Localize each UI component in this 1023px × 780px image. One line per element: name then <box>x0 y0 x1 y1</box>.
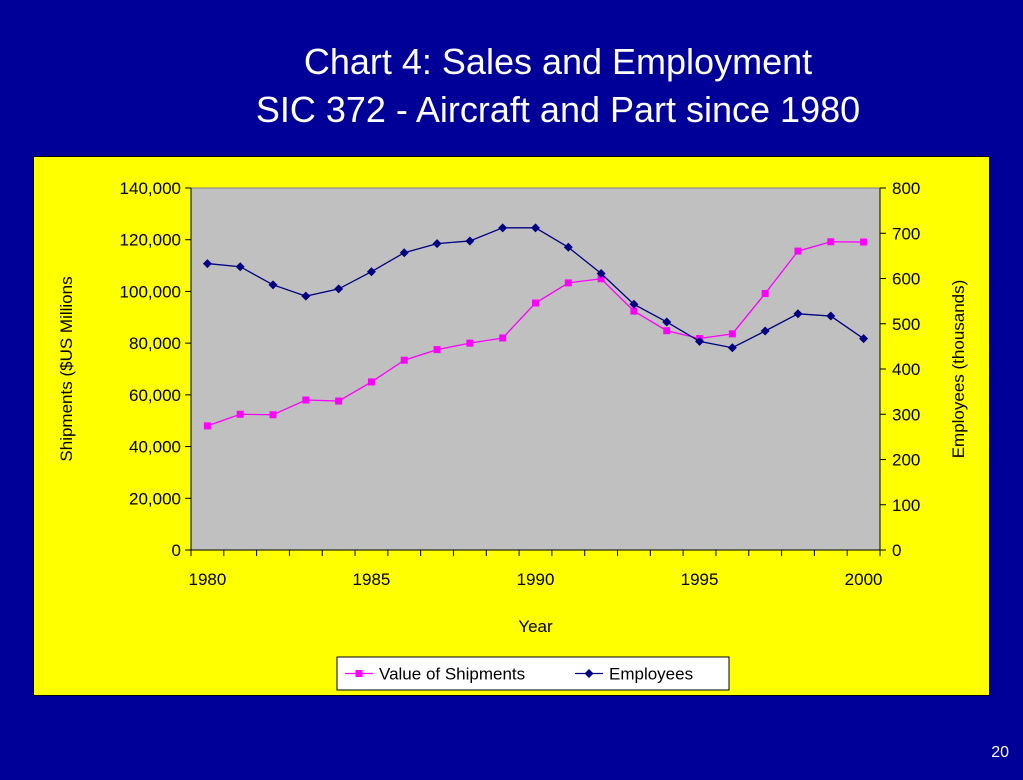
slide-title-line-2: SIC 372 - Aircraft and Part since 1980 <box>255 89 861 130</box>
series-point-employees <box>859 334 869 344</box>
series-point-employees <box>629 299 639 309</box>
legend-label-value-of-shipments: Value of Shipments <box>379 665 525 684</box>
series-point-value-of-shipments <box>400 356 408 364</box>
series-point-value-of-shipments <box>564 279 572 287</box>
series-point-employees <box>760 326 770 336</box>
series-point-value-of-shipments <box>302 396 310 404</box>
series-point-employees <box>596 269 606 279</box>
series-point-employees <box>563 242 573 252</box>
series-point-value-of-shipments <box>794 247 802 255</box>
series-point-employees <box>727 343 737 353</box>
legend-label-employees: Employees <box>609 665 693 684</box>
x-tick-label: 2000 <box>845 570 883 589</box>
series-point-value-of-shipments <box>860 238 868 246</box>
left-y-tick-label: 140,000 <box>120 179 181 198</box>
legend-marker-employees <box>584 669 594 678</box>
right-y-tick-label: 500 <box>892 315 920 334</box>
x-tick-label: 1990 <box>517 570 555 589</box>
x-tick-label: 1995 <box>681 570 719 589</box>
series-point-employees <box>235 262 245 272</box>
left-y-tick-label: 0 <box>172 541 181 560</box>
series-point-value-of-shipments <box>827 238 835 246</box>
right-y-tick-label: 400 <box>892 360 920 379</box>
left-y-tick-label: 120,000 <box>120 231 181 250</box>
series-point-value-of-shipments <box>761 289 769 297</box>
series-point-employees <box>366 267 376 277</box>
series-point-value-of-shipments <box>466 339 474 347</box>
chart-panel: 0 20,000 40,000 60,000 80,000 100,000 120,000 1… <box>33 156 990 696</box>
right-y-tick-label: 600 <box>892 270 920 289</box>
legend-box <box>336 656 730 691</box>
series-point-employees <box>531 223 540 233</box>
series-point-value-of-shipments <box>499 334 507 342</box>
right-y-tick-label: 700 <box>892 224 920 243</box>
left-y-tick-label: 100,000 <box>120 282 181 301</box>
series-point-employees <box>399 248 409 258</box>
slide-title: Chart 4: Sales and Employment SIC 372 - … <box>0 38 1023 134</box>
legend-marker-value-of-shipments <box>355 670 363 677</box>
left-y-tick-label: 80,000 <box>129 334 181 353</box>
series-point-value-of-shipments <box>630 307 638 315</box>
series-point-value-of-shipments <box>663 327 671 335</box>
series-point-value-of-shipments <box>236 410 244 418</box>
series-point-employees <box>301 291 311 301</box>
series-point-employees <box>334 284 344 294</box>
series-point-value-of-shipments <box>433 346 441 354</box>
dual-axis-line-chart: 0 20,000 40,000 60,000 80,000 100,000 120,000 1… <box>57 179 968 691</box>
series-point-employees <box>498 223 508 233</box>
series-point-value-of-shipments <box>728 330 736 338</box>
x-axis-title: Year <box>518 617 553 636</box>
x-tick-label: 1980 <box>188 570 226 589</box>
plot-area <box>190 187 881 551</box>
series-point-employees <box>662 317 672 327</box>
left-y-axis-title: Shipments ($US Millions <box>57 276 76 461</box>
right-y-tick-label: 800 <box>892 179 920 198</box>
left-y-tick-label: 60,000 <box>129 386 181 405</box>
series-point-value-of-shipments <box>597 275 605 283</box>
right-y-tick-label: 300 <box>892 405 920 424</box>
right-y-tick-label: 200 <box>892 451 920 470</box>
series-point-employees <box>793 309 803 319</box>
series-point-value-of-shipments <box>367 378 375 386</box>
right-y-tick-label: 0 <box>892 541 901 560</box>
series-point-value-of-shipments <box>532 299 539 307</box>
slide-title-line-1: Chart 4: Sales and Employment <box>303 41 813 82</box>
right-y-axis-title: Employees (thousands) <box>949 280 968 459</box>
left-y-tick-label: 40,000 <box>129 438 181 457</box>
left-y-tick-label: 20,000 <box>129 489 181 508</box>
x-tick-label: 1985 <box>353 570 391 589</box>
right-y-tick-label: 100 <box>892 496 920 515</box>
series-point-employees <box>826 311 836 321</box>
series-point-employees <box>202 259 212 269</box>
series-point-value-of-shipments <box>335 397 343 405</box>
series-point-employees <box>432 239 442 249</box>
series-point-employees <box>465 236 475 246</box>
series-point-value-of-shipments <box>203 422 211 430</box>
page-number: 20 <box>991 744 1009 761</box>
series-point-value-of-shipments <box>269 411 277 419</box>
series-point-employees <box>695 336 705 346</box>
